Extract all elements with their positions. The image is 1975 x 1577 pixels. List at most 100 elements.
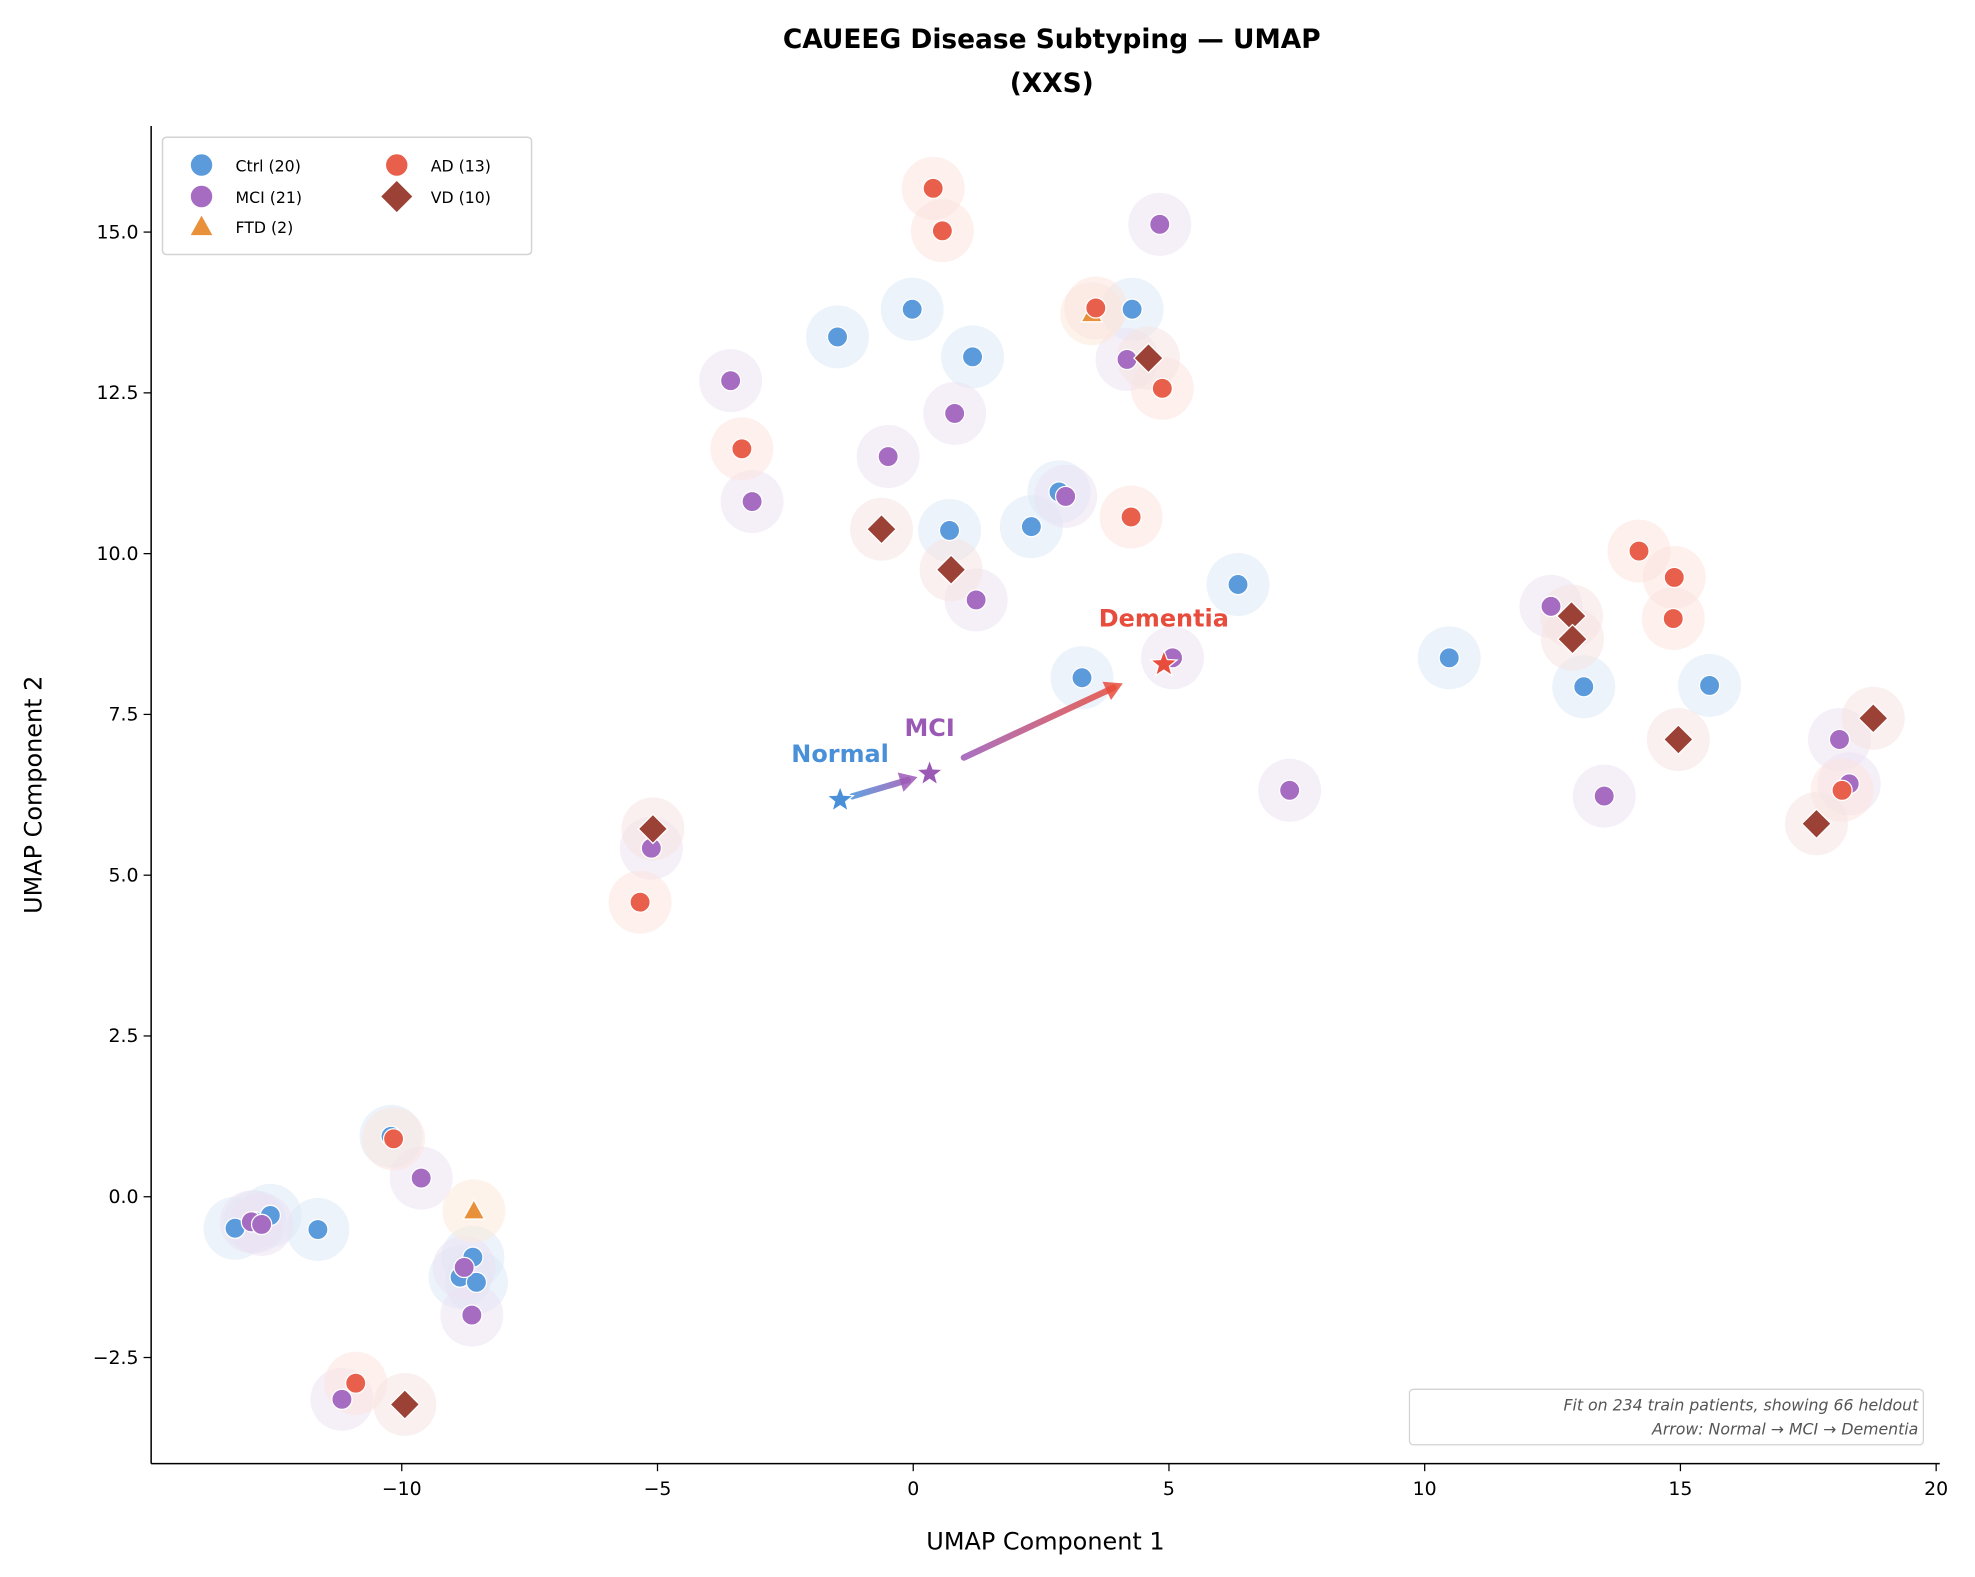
ctrl-point: [938, 519, 961, 542]
mci-point: [461, 1304, 483, 1326]
ctrl-point: [961, 346, 984, 368]
y-tick-label: 12.5: [97, 382, 139, 404]
ad-point: [1662, 607, 1684, 630]
legend-label-mci: MCI (21): [236, 188, 303, 207]
axes: [150, 125, 1940, 1465]
x-tick-label: 10: [1413, 1478, 1437, 1500]
mci-point: [1149, 213, 1171, 236]
vd-point: [1857, 702, 1889, 734]
chart-subtitle: (XXS): [1010, 68, 1094, 99]
ctrl-point: [1121, 298, 1143, 320]
legend: Ctrl (20) MCI (21) FTD (2) AD (13) VD (10): [161, 136, 533, 256]
centroid-layer: Normal MCI Dementia: [791, 604, 1229, 813]
x-axis-label: UMAP Component 1: [926, 1527, 1164, 1555]
ad-point: [629, 891, 651, 913]
ad-point: [931, 220, 954, 242]
centroid-label-mci: MCI: [904, 714, 954, 742]
ad-point: [922, 177, 944, 200]
ad-point: [731, 438, 753, 460]
annotation-line-2: Arrow: Normal → MCI → Dementia: [1651, 1420, 1918, 1439]
legend-marker-ftd: [188, 212, 215, 237]
ad-point: [1120, 506, 1142, 528]
arrow-mci-to-dementia-head: [1102, 681, 1123, 701]
vd-point: [1132, 342, 1165, 374]
ad-point: [1663, 566, 1685, 589]
y-tick-label: 2.5: [109, 1025, 139, 1047]
legend-marker-ad: [384, 153, 409, 177]
legend-label-vd: VD (10): [431, 188, 491, 207]
legend-label-ftd: FTD (2): [236, 218, 294, 237]
x-tick-label: −5: [644, 1478, 672, 1500]
ctrl-point: [465, 1271, 488, 1293]
legend-marker-vd: [379, 179, 415, 214]
centroid-label-normal: Normal: [791, 740, 889, 768]
mci-point: [1054, 485, 1077, 508]
legend-marker-ctrl: [189, 153, 214, 177]
x-tick-label: 5: [1163, 1478, 1175, 1500]
mci-point: [1828, 728, 1851, 751]
centroid-star-normal: [825, 784, 855, 813]
x-tick-label: 15: [1668, 1478, 1692, 1500]
ad-point: [1151, 377, 1174, 400]
ftd-point: [462, 1198, 486, 1220]
legend-label-ctrl: Ctrl (20): [236, 156, 301, 175]
mci-point: [719, 369, 742, 392]
ctrl-point: [901, 298, 923, 320]
ctrl-point: [1071, 667, 1093, 689]
vd-point: [866, 513, 898, 545]
mci-point: [943, 402, 966, 425]
centroid-label-dementia: Dementia: [1099, 604, 1229, 632]
annotation-line-1: Fit on 234 train patients, showing 66 he…: [1563, 1396, 1919, 1415]
arrow-normal-to-mci-head: [897, 772, 918, 792]
y-tick-label: 5.0: [109, 864, 139, 886]
arrow-mci-to-dementia-shaft: [960, 684, 1117, 761]
legend-marker-mci: [189, 184, 214, 209]
ticks: −10 −5 0 5 10 15 20 −2.5 0.0 2.5 5.0 7.5 10.0 12.5 15.…: [93, 221, 1948, 1500]
x-tick-label: 20: [1924, 1478, 1948, 1500]
vd-point: [935, 554, 967, 586]
ctrl-point: [1227, 573, 1249, 596]
mci-point: [877, 445, 899, 468]
ad-point: [1085, 297, 1107, 319]
x-tick-label: −10: [382, 1478, 422, 1500]
ctrl-point: [1573, 676, 1595, 698]
mci-point: [1278, 779, 1301, 802]
ad-point: [1628, 540, 1650, 562]
halo-layer: [203, 156, 1905, 1436]
mci-point: [1540, 595, 1562, 618]
centroid-star-dementia: [1148, 648, 1179, 677]
vd-point: [389, 1388, 421, 1420]
vd-point: [1800, 808, 1832, 840]
y-tick-label: 10.0: [97, 543, 139, 565]
annotation-frame: [1408, 1388, 1924, 1446]
mci-point: [741, 490, 763, 513]
arrow-normal-to-mci: [849, 772, 918, 800]
points-layer: [224, 177, 1889, 1420]
y-tick-label: −2.5: [93, 1347, 139, 1369]
arrow-normal-to-mci-shaft: [849, 776, 911, 800]
ctrl-point: [826, 326, 849, 348]
mci-point: [410, 1167, 432, 1189]
ad-point: [382, 1128, 405, 1150]
vd-point: [1662, 723, 1694, 755]
chart-title: CAUEEG Disease Subtyping — UMAP: [783, 24, 1321, 55]
y-axis-label: UMAP Component 2: [20, 676, 48, 914]
ctrl-point: [1020, 515, 1043, 538]
mci-point: [1593, 785, 1615, 807]
mci-point: [453, 1256, 475, 1279]
legend-box: [161, 136, 533, 256]
ad-point: [1831, 779, 1853, 802]
legend-label-ad: AD (13): [431, 156, 491, 175]
arrow-mci-to-dementia: [960, 681, 1123, 761]
ctrl-point: [1438, 647, 1460, 669]
centroid-star-mci: [914, 757, 945, 787]
annotation-box: Fit on 234 train patients, showing 66 he…: [1408, 1388, 1924, 1446]
x-tick-label: 0: [907, 1478, 919, 1500]
vd-point: [1557, 623, 1589, 655]
mci-point: [250, 1213, 273, 1236]
ctrl-point: [307, 1218, 329, 1241]
mci-point: [965, 589, 987, 611]
mci-point: [1116, 348, 1138, 371]
vd-point: [637, 813, 669, 845]
